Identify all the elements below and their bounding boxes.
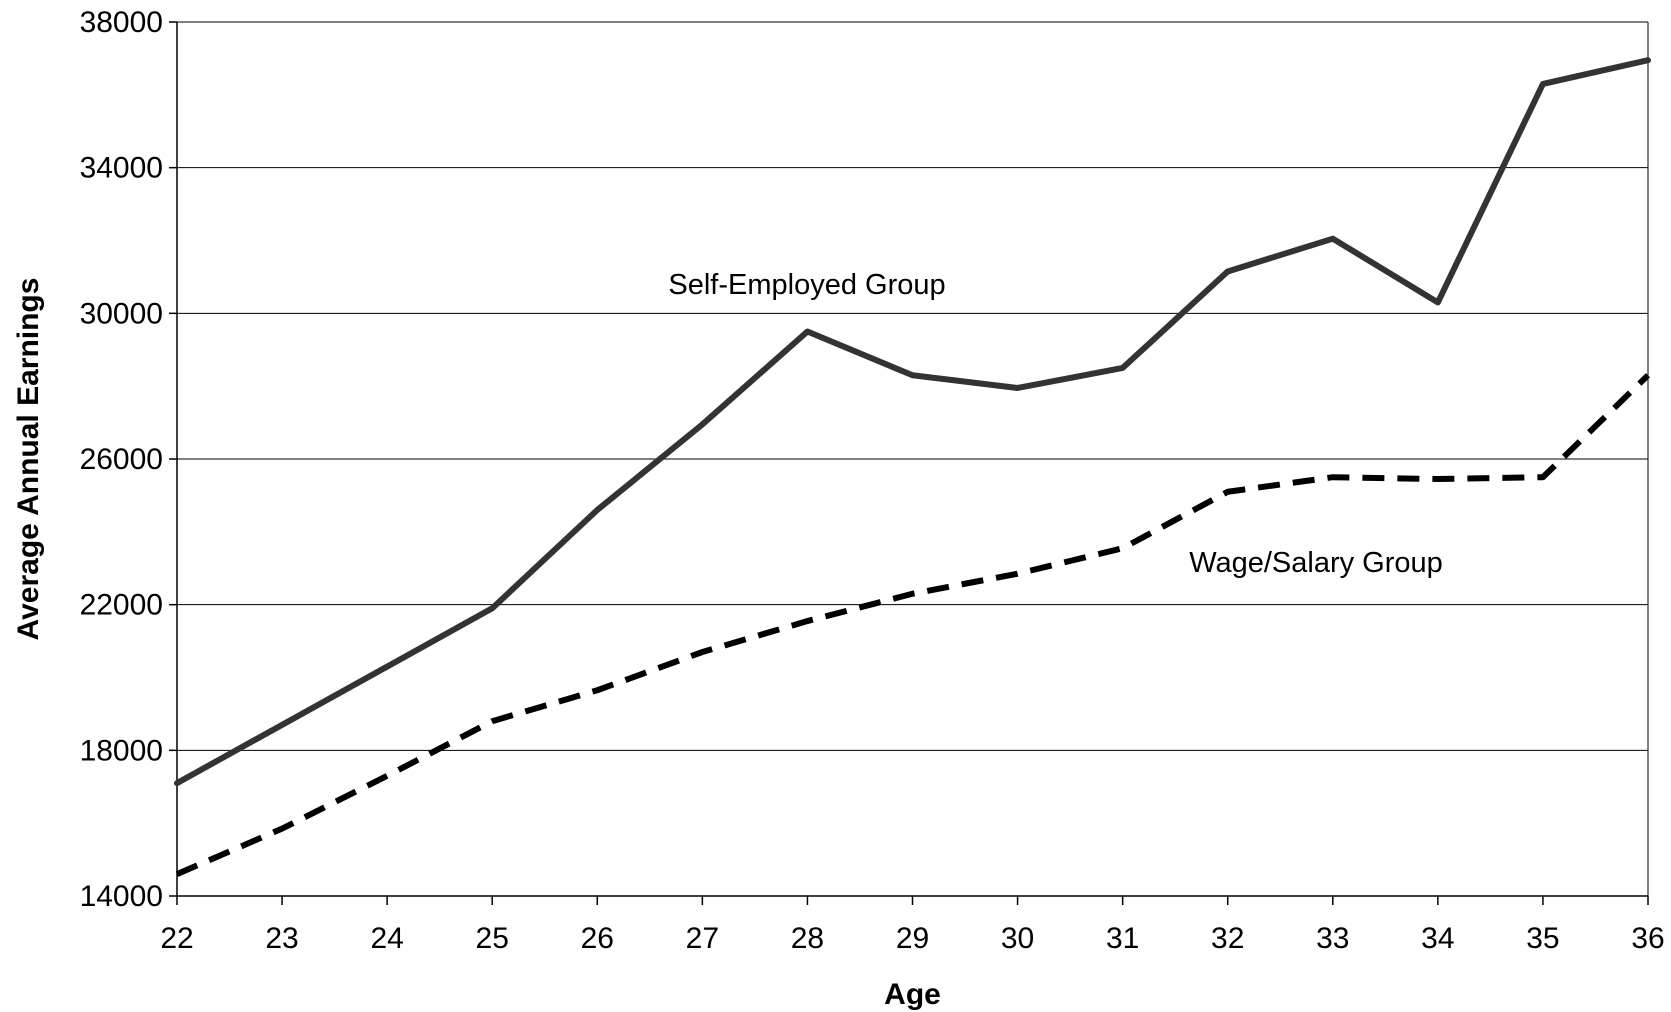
x-tick-label: 30: [1001, 922, 1034, 955]
series-annotation: Self-Employed Group: [668, 269, 945, 301]
x-tick-label: 24: [370, 922, 403, 955]
x-tick-label: 27: [686, 922, 719, 955]
x-tick-label: 34: [1421, 922, 1454, 955]
series-annotation: Wage/Salary Group: [1189, 547, 1443, 579]
x-axis-title: Age: [884, 978, 941, 1011]
series-line-0: [174, 57, 1651, 787]
y-tick-label: 30000: [80, 297, 163, 330]
y-tick-label: 14000: [80, 880, 163, 913]
x-tick-label: 32: [1211, 922, 1244, 955]
y-axis-title: Average Annual Earnings: [12, 278, 45, 641]
x-tick-label: 31: [1106, 922, 1139, 955]
y-tick-label: 38000: [80, 6, 163, 39]
y-tick-label: 26000: [80, 443, 163, 476]
y-tick-label: 22000: [80, 589, 163, 622]
y-tick-label: 18000: [80, 734, 163, 767]
gridlines: [177, 167, 1648, 751]
x-tick-label: 23: [265, 922, 298, 955]
x-tick-label: 33: [1316, 922, 1349, 955]
x-tick-label: 22: [160, 922, 193, 955]
x-tick-label: 25: [476, 922, 509, 955]
series-line-1: [175, 373, 1651, 877]
x-tick-label: 35: [1526, 922, 1559, 955]
x-tick-label: 36: [1631, 922, 1664, 955]
x-tick-label: 29: [896, 922, 929, 955]
labels: 14000 18000 22000 26000 30000 34000 38000 22 23 2…: [12, 6, 1665, 1011]
y-tick-label: 34000: [80, 152, 163, 185]
x-tick-label: 28: [791, 922, 824, 955]
axes: [169, 21, 1649, 905]
series-lines: [174, 57, 1651, 877]
x-tick-label: 26: [581, 922, 614, 955]
